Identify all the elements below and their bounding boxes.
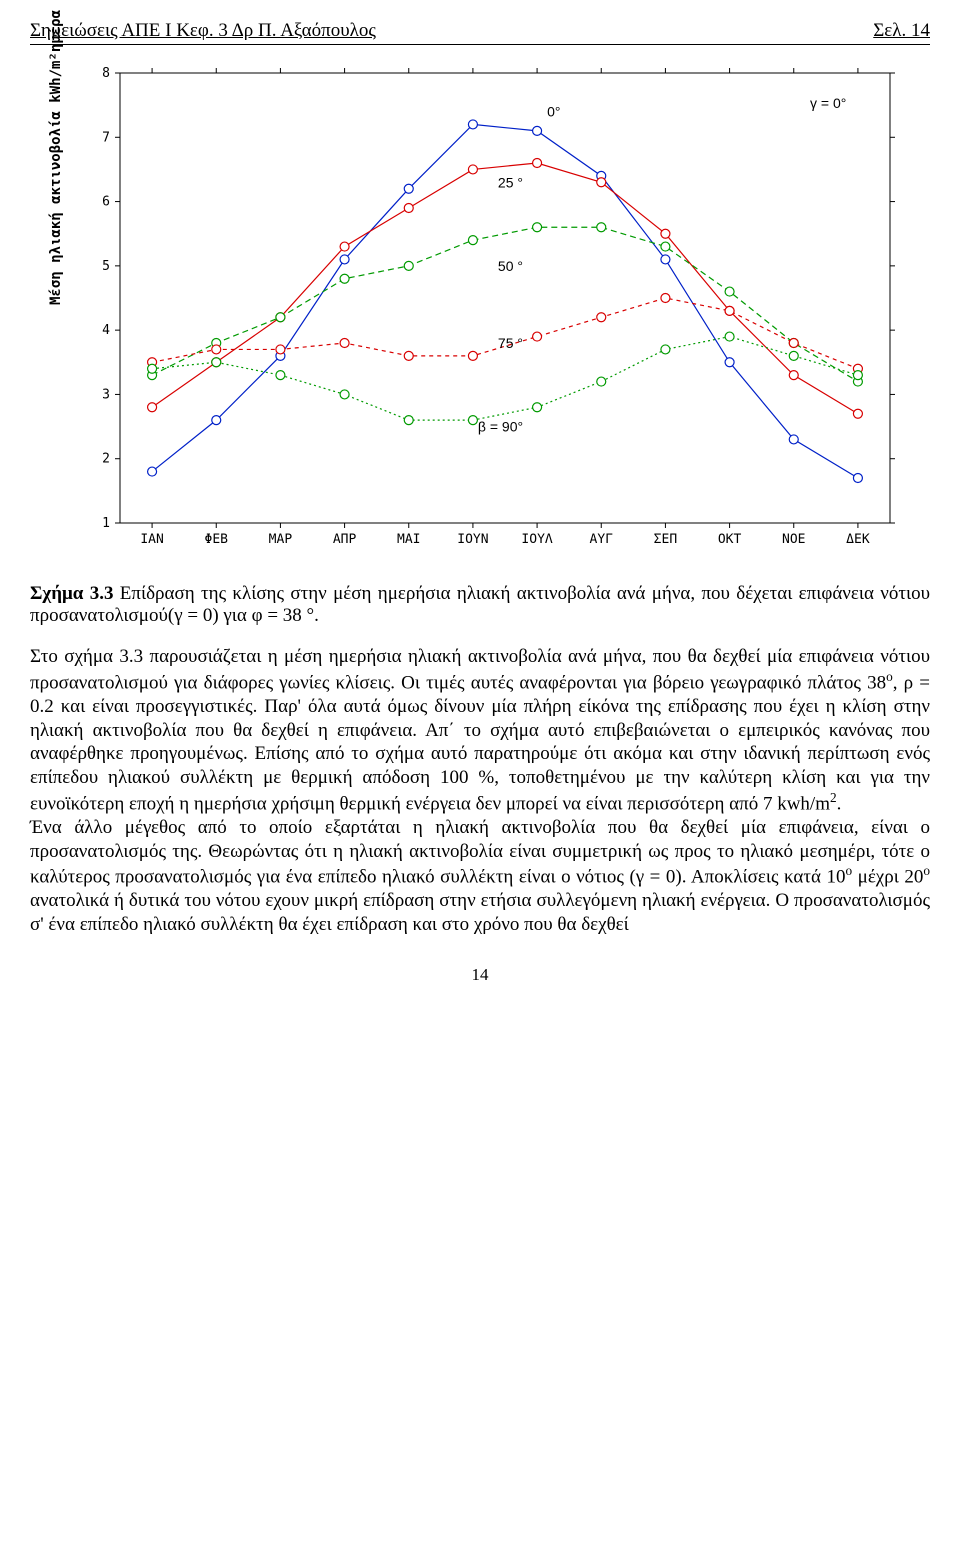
svg-text:ΙΟΥΛ: ΙΟΥΛ [521,532,552,547]
header-left: Σημειώσεις ΑΠΕ Ι Κεφ. 3 Δρ Π. Αξαόπουλος [30,20,376,42]
svg-text:ΔΕΚ: ΔΕΚ [846,532,870,547]
svg-text:β = 90°: β = 90° [478,419,523,435]
svg-text:1: 1 [102,516,110,531]
header-right: Σελ. 14 [873,20,930,42]
y-axis-label: Μέση ηλιακή ακτινοβολία kWh/m²ημέρα [48,10,64,305]
svg-text:ΑΥΓ: ΑΥΓ [590,532,614,547]
svg-text:3: 3 [102,387,110,402]
page-header: Σημειώσεις ΑΠΕ Ι Κεφ. 3 Δρ Π. Αξαόπουλος… [30,20,930,45]
svg-text:ΜΑΡ: ΜΑΡ [269,532,293,547]
svg-text:ΙΑΝ: ΙΑΝ [140,532,163,547]
svg-text:25 °: 25 ° [498,174,523,190]
svg-text:ΟΚΤ: ΟΚΤ [718,532,742,547]
svg-text:7: 7 [102,130,110,145]
body-paragraph: Στο σχήμα 3.3 παρουσιάζεται η μέση ημερή… [30,645,930,937]
svg-text:ΦΕΒ: ΦΕΒ [205,532,229,547]
caption-text: Επίδραση της κλίσης στην μέση ημερήσια η… [30,583,930,626]
svg-text:ΑΠΡ: ΑΠΡ [333,532,357,547]
svg-text:2: 2 [102,452,110,467]
svg-text:75 °: 75 ° [498,335,523,351]
svg-text:8: 8 [102,66,110,81]
page-number: 14 [30,965,930,985]
svg-text:γ = 0°: γ = 0° [810,95,846,111]
chart-svg: 1 2 3 4 5 6 7 8 ΙΑΝ ΦΕΒ ΜΑΡ ΑΠΡ ΜΑΙ ΙΟΥΝ ΙΟΥΛ ΑΥΓ ΣΕΠ ΟΚΤ… [50,63,910,563]
figure-caption: Σχήμα 3.3 Επίδραση της κλίσης στην μέση … [30,583,930,627]
svg-text:6: 6 [102,195,110,210]
svg-text:ΝΟΕ: ΝΟΕ [782,532,805,547]
svg-text:ΜΑΙ: ΜΑΙ [397,532,420,547]
svg-text:ΙΟΥΝ: ΙΟΥΝ [457,532,488,547]
svg-text:4: 4 [102,323,110,338]
caption-prefix: Σχήμα 3.3 [30,583,113,604]
svg-text:50 °: 50 ° [498,258,523,274]
svg-text:0°: 0° [547,103,560,119]
svg-text:5: 5 [102,259,110,274]
solar-radiation-chart: Μέση ηλιακή ακτινοβολία kWh/m²ημέρα 1234… [50,63,910,563]
svg-text:ΣΕΠ: ΣΕΠ [654,532,677,547]
